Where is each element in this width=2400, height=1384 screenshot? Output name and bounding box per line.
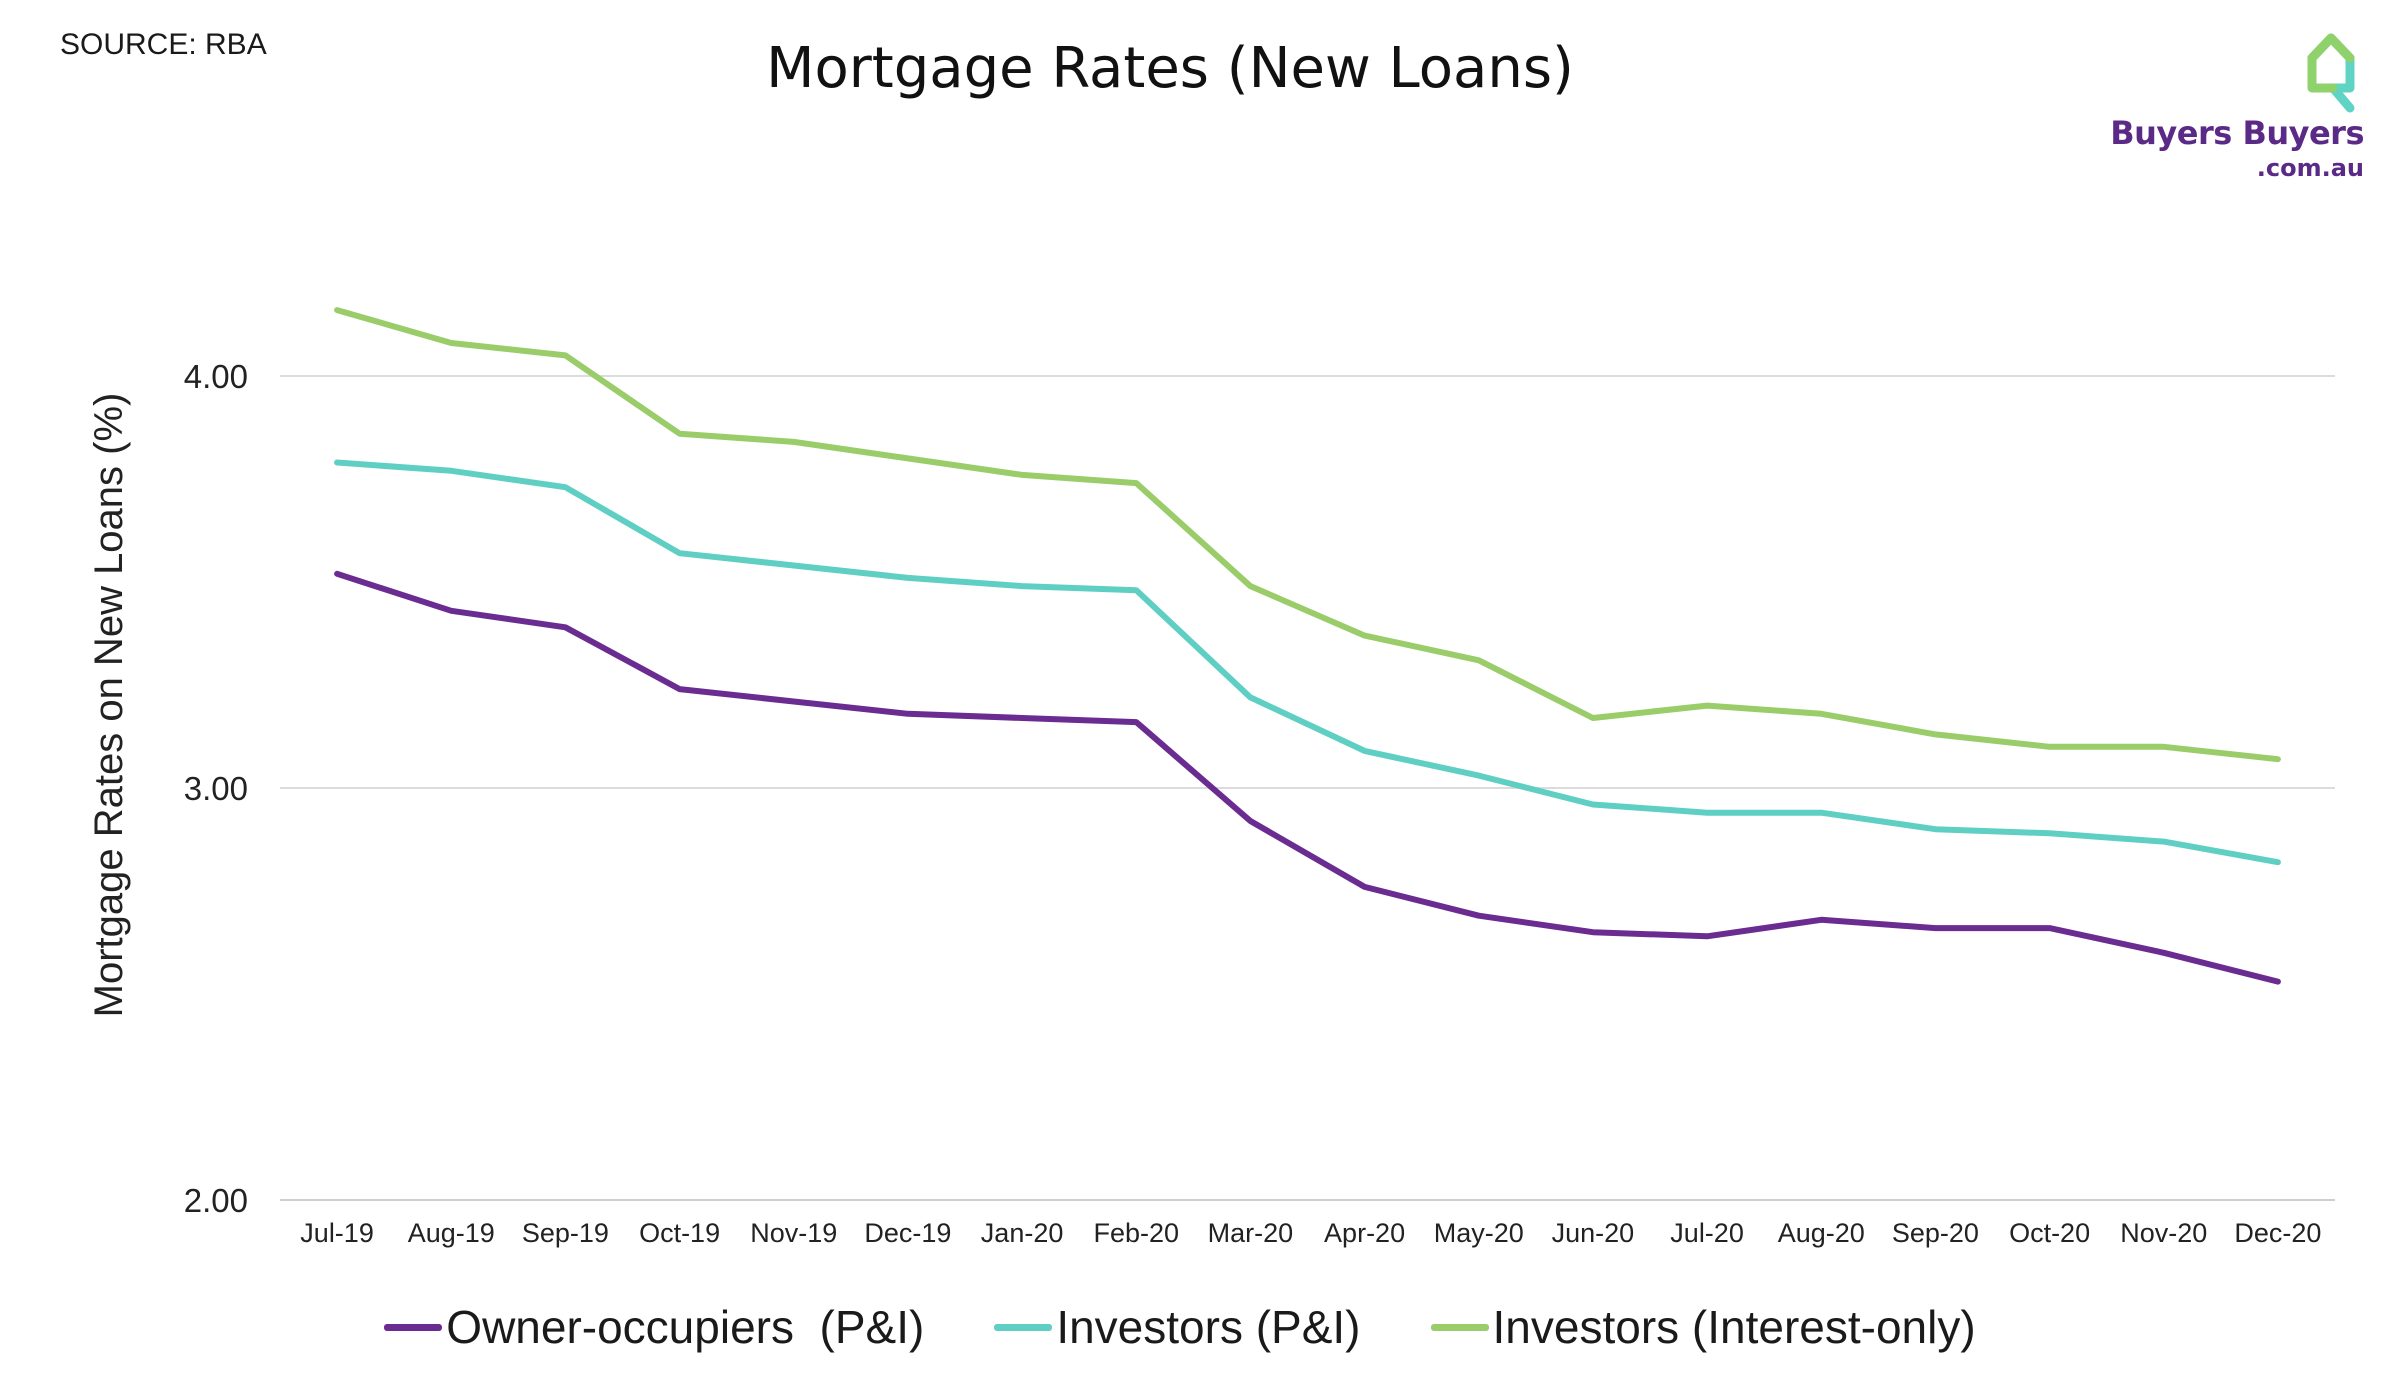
- x-tick-label: Mar-20: [1208, 1218, 1294, 1248]
- source-label: SOURCE: RBA: [60, 28, 267, 61]
- legend-item-investors-pi: Investors (P&I): [994, 1300, 1361, 1354]
- x-tick-label: Sep-20: [1892, 1218, 1979, 1248]
- legend-swatch: [994, 1323, 1053, 1331]
- x-tick-label: Jul-19: [300, 1218, 374, 1248]
- logo-text: Buyers Buyers: [2110, 114, 2364, 152]
- x-tick-label: Jun-20: [1552, 1218, 1635, 1248]
- y-tick-label: 2.00: [184, 1182, 248, 1219]
- logo-subtext: .com.au: [2256, 154, 2364, 182]
- x-tick-label: Nov-20: [2120, 1218, 2207, 1248]
- x-tick-label: Dec-19: [864, 1218, 951, 1248]
- y-axis-label: Mortgage Rates on New Loans (%): [87, 393, 131, 1018]
- series-line-investors-io: [334, 307, 2281, 763]
- legend-swatch: [1430, 1323, 1489, 1331]
- x-tick-label: Oct-20: [2009, 1218, 2090, 1248]
- x-tick-label: Feb-20: [1093, 1218, 1179, 1248]
- house-pin-icon: [2307, 33, 2355, 113]
- series-line-owner-occupiers: [334, 570, 2281, 985]
- legend-item-owner-occupiers: Owner-occupiers (P&I): [384, 1300, 924, 1354]
- legend-label: Investors (P&I): [1056, 1301, 1361, 1353]
- x-tick-label: Jan-20: [981, 1218, 1064, 1248]
- y-tick-label: 3.00: [184, 770, 248, 807]
- series-line-investors-pi: [334, 459, 2281, 866]
- x-tick-label: Dec-20: [2234, 1218, 2321, 1248]
- legend-swatch: [384, 1323, 443, 1331]
- x-tick-label: Jul-20: [1670, 1218, 1744, 1248]
- legend-item-investors-io: Investors (Interest-only): [1430, 1300, 1976, 1354]
- x-tick-label: Aug-20: [1778, 1218, 1865, 1248]
- x-tick-label: Oct-19: [639, 1218, 720, 1248]
- chart-legend: Owner-occupiers (P&I) Investors (P&I) In…: [0, 1300, 2360, 1354]
- chart-title: Mortgage Rates (New Loans): [766, 36, 1574, 101]
- legend-label: Owner-occupiers (P&I): [446, 1301, 925, 1353]
- x-tick-label: Sep-19: [522, 1218, 609, 1248]
- x-tick-label: Aug-19: [408, 1218, 495, 1248]
- x-tick-label: May-20: [1434, 1218, 1524, 1248]
- brand-logo: Buyers Buyers .com.au: [2104, 22, 2364, 192]
- x-tick-label: Apr-20: [1324, 1218, 1405, 1248]
- x-tick-label: Nov-19: [750, 1218, 837, 1248]
- legend-label: Investors (Interest-only): [1492, 1301, 1976, 1353]
- y-tick-label: 4.00: [184, 358, 248, 395]
